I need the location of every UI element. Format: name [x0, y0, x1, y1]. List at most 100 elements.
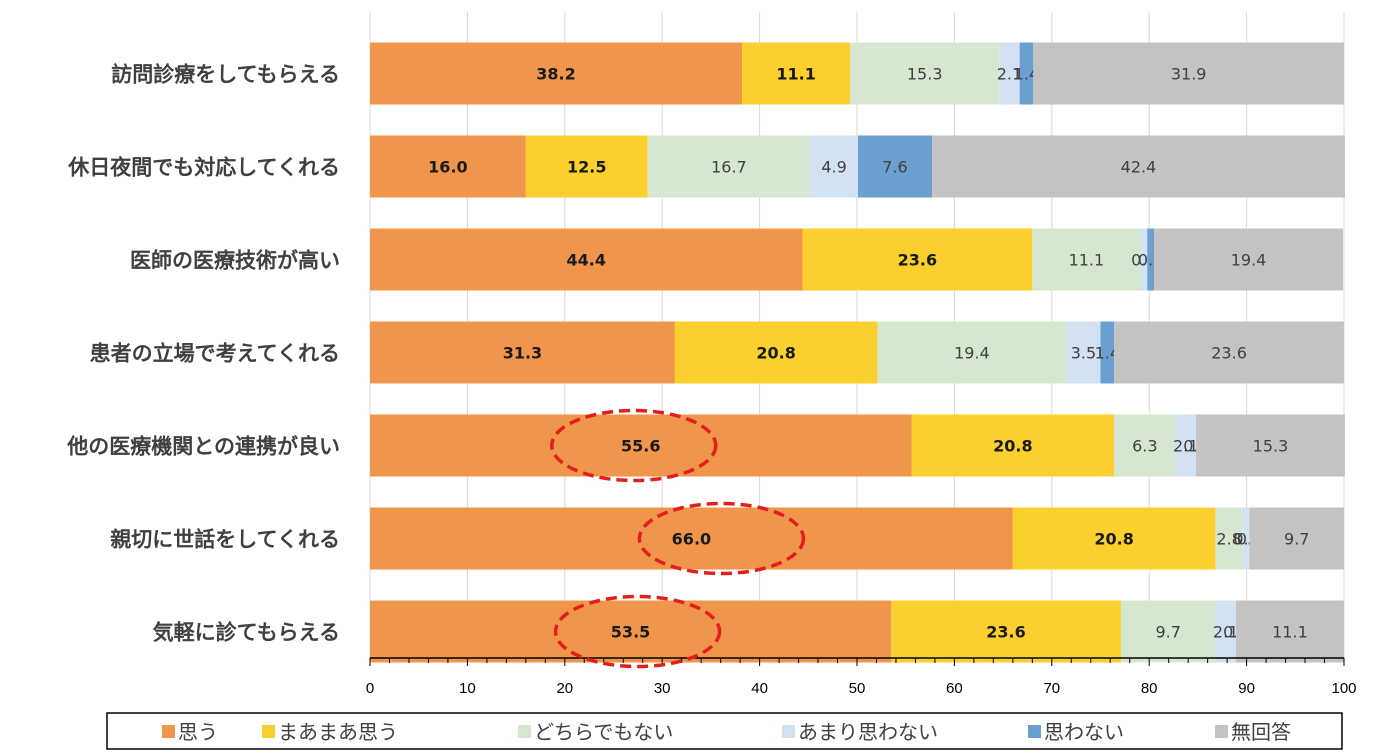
legend-label: 思わない — [1044, 720, 1124, 744]
highlight-ellipse — [553, 594, 722, 669]
data-label: 3.5 — [1071, 344, 1096, 363]
data-label: 11.1 — [776, 65, 815, 84]
legend: 思う まあまあ思う どちらでもない あまり思わない 思わない 無回答 — [106, 712, 1343, 750]
legend-swatch — [162, 725, 175, 738]
data-label: 20.8 — [756, 344, 795, 363]
data-label: 1.4 — [1095, 344, 1120, 363]
bar-segment — [370, 228, 803, 291]
data-label: 4.9 — [821, 158, 846, 177]
data-label: 31.9 — [1171, 65, 1207, 84]
data-label: 23.6 — [898, 251, 937, 270]
bar-segment — [370, 600, 892, 663]
x-axis: 0 10 20 30 40 50 60 70 80 90 100 — [366, 657, 1357, 697]
legend-label: どちらでもない — [534, 720, 673, 744]
data-label: 66.0 — [672, 530, 711, 549]
bar-segment — [1195, 414, 1345, 477]
x-tick-label: 100 — [1331, 680, 1356, 697]
data-label: 53.5 — [611, 623, 650, 642]
data-label: 16.7 — [711, 158, 747, 177]
bar-segment — [850, 42, 1000, 105]
bar-segment — [1066, 321, 1101, 384]
category-label: 気軽に診てもらえる — [153, 621, 340, 645]
bar-segment — [1012, 507, 1216, 570]
x-tick-label: 80 — [1141, 680, 1158, 697]
x-tick-label: 10 — [459, 680, 476, 697]
category-label: 親切に世話をしてくれる — [110, 528, 340, 552]
data-label: 38.2 — [536, 65, 575, 84]
bar-segment — [1033, 42, 1344, 105]
x-tick-label: 40 — [751, 680, 768, 697]
highlight-ellipse — [550, 408, 718, 483]
x-tick-label: 20 — [556, 680, 573, 697]
legend-label: あまり思わない — [798, 720, 938, 744]
category-label: 休日夜間でも対応してくれる — [67, 156, 340, 180]
data-label: 15.3 — [907, 65, 943, 84]
data-label: 2.1 — [1213, 623, 1238, 642]
bar-segment — [802, 228, 1033, 291]
bar-segment — [1032, 228, 1141, 291]
data-label: 2.1 — [997, 65, 1022, 84]
x-tick-label: 30 — [654, 680, 671, 697]
data-label: 31.3 — [503, 344, 542, 363]
data-label: 1.4 — [1014, 65, 1039, 84]
data-label: 44.4 — [566, 251, 605, 270]
highlight-ellipse — [637, 501, 806, 576]
category-label: 患者の立場で考えてくれる — [90, 342, 340, 366]
data-label: 11.1 — [1069, 251, 1105, 270]
category-label: 他の医療機関との連携が良い — [66, 435, 340, 459]
bar-segment — [877, 321, 1067, 384]
data-label: 9.7 — [1284, 530, 1309, 549]
bar-segment — [370, 135, 526, 198]
data-label: 2.8 — [1216, 530, 1241, 549]
bar-segment — [674, 321, 878, 384]
legend-swatch — [1028, 725, 1041, 738]
bar-segment — [931, 135, 1345, 198]
data-label: 23.6 — [1211, 344, 1247, 363]
data-label: 9.7 — [1155, 623, 1180, 642]
legend-swatch — [1215, 725, 1228, 738]
data-label: 15.3 — [1253, 437, 1289, 456]
bar-segment — [1249, 507, 1344, 570]
bar-segment — [810, 135, 858, 198]
data-label: 23.6 — [986, 623, 1025, 642]
legend-swatch — [518, 725, 531, 738]
bar-segment — [1114, 321, 1344, 384]
data-label: 20.8 — [993, 437, 1032, 456]
data-label: 19.4 — [954, 344, 990, 363]
bar-segment — [370, 414, 912, 477]
bar-segment — [647, 135, 811, 198]
legend-label: 思う — [178, 720, 218, 744]
bar-segment — [1215, 600, 1236, 663]
bars-group: 38.2 11.1 15.3 2.11.4 31.916.0 12.5 16.7 4.9 7.6… — [370, 42, 1345, 663]
legend-box — [106, 712, 1343, 750]
bar-segment — [370, 507, 1013, 570]
bar-segment — [370, 321, 675, 384]
bar-segment — [742, 42, 851, 105]
category-labels: 訪問診療をしてもらえる休日夜間でも対応してくれる医師の医療技術が高い患者の立場で… — [66, 63, 340, 645]
bar-segment — [370, 42, 743, 105]
data-label: 11.1 — [1272, 623, 1308, 642]
bar-segment — [891, 600, 1121, 663]
legend-swatch — [262, 725, 275, 738]
bar-segment — [1235, 600, 1344, 663]
data-label: 2.1 — [1173, 437, 1198, 456]
x-tick-label: 50 — [849, 680, 866, 697]
bar-segment — [1154, 228, 1344, 291]
x-tick-label: 0 — [366, 680, 374, 697]
data-label: 55.6 — [621, 437, 660, 456]
bar-segment — [1114, 414, 1176, 477]
x-tick-label: 90 — [1238, 680, 1255, 697]
data-label: 7.6 — [882, 158, 907, 177]
data-label: 20.8 — [1094, 530, 1133, 549]
x-tick-label: 60 — [946, 680, 963, 697]
legend-swatch — [782, 725, 795, 738]
bar-segment — [525, 135, 648, 198]
bar-segment — [1120, 600, 1216, 663]
bar-segment — [1147, 228, 1155, 291]
bar-segment — [1100, 321, 1115, 384]
bar-segment — [1140, 228, 1148, 291]
bar-segment — [857, 135, 932, 198]
bar-segment — [1019, 42, 1034, 105]
legend-label: 無回答 — [1231, 720, 1291, 744]
